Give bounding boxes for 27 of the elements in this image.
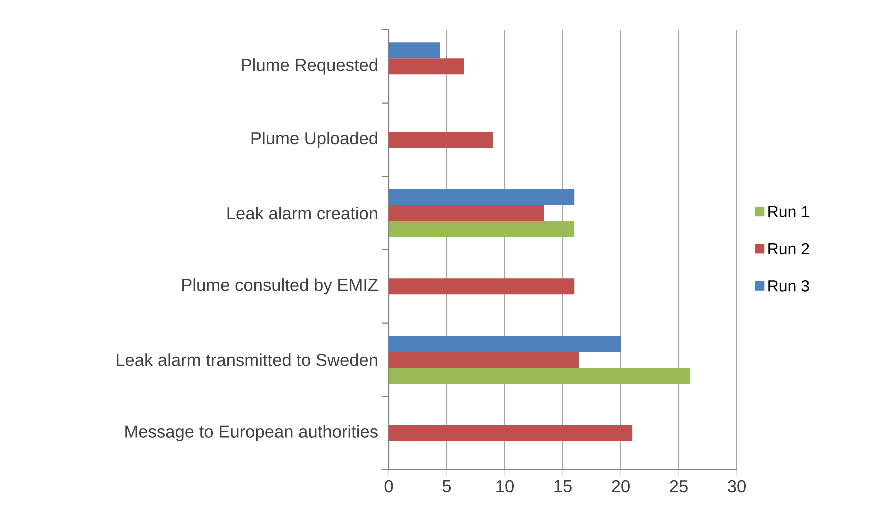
bar [389, 58, 464, 75]
bar [389, 189, 575, 206]
legend-label: Run 1 [768, 206, 810, 218]
bar [389, 368, 691, 384]
y-tick-label: Message to European authorities [126, 425, 378, 442]
bar [389, 221, 575, 238]
y-tick-label: Leak alarm transmitted to Sweden [117, 354, 378, 366]
x-tick-label: 15 [554, 480, 572, 492]
y-tick-label: Plume consulted by EMIZ [182, 278, 378, 295]
bar [389, 205, 544, 222]
x-tick-label: 0 [384, 480, 394, 493]
x-tick-label: 30 [728, 480, 746, 493]
bar [389, 425, 633, 442]
x-tick-label: 10 [496, 480, 514, 493]
bar [389, 42, 440, 59]
legend-label: Run 3 [768, 280, 810, 292]
x-tick-label: 20 [612, 480, 630, 493]
legend-label: Run 2 [768, 243, 810, 255]
y-tick-label: Leak alarm creation [228, 206, 378, 220]
bar [389, 336, 621, 352]
bar [389, 352, 580, 368]
x-tick-label: 25 [670, 480, 688, 493]
bar [389, 132, 494, 148]
y-tick-label: Plume Requested [242, 58, 378, 75]
bar [389, 278, 575, 295]
y-tick-label: Plume Uploaded [252, 132, 378, 148]
x-tick-label: 5 [442, 480, 452, 492]
